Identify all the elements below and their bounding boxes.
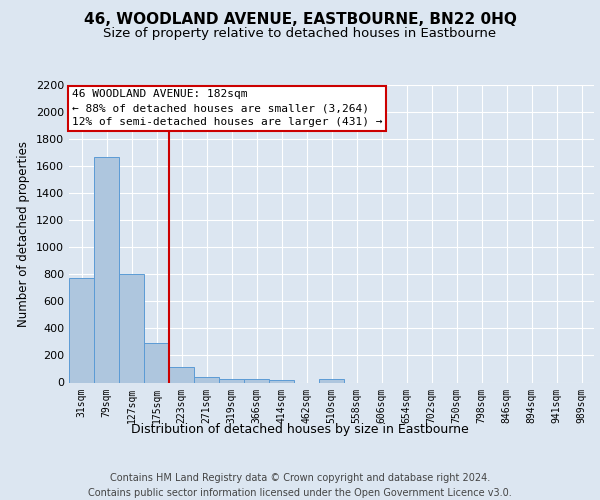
Text: 46, WOODLAND AVENUE, EASTBOURNE, BN22 0HQ: 46, WOODLAND AVENUE, EASTBOURNE, BN22 0H… [83, 12, 517, 28]
Text: Distribution of detached houses by size in Eastbourne: Distribution of detached houses by size … [131, 422, 469, 436]
Bar [244, 379, 269, 382]
Bar [94, 156, 119, 382]
Y-axis label: Number of detached properties: Number of detached properties [17, 141, 31, 327]
Text: 46 WOODLAND AVENUE: 182sqm
← 88% of detached houses are smaller (3,264)
12% of s: 46 WOODLAND AVENUE: 182sqm ← 88% of deta… [71, 90, 382, 128]
Bar [144, 342, 169, 382]
Bar [219, 378, 244, 382]
Bar [69, 278, 94, 382]
Bar [194, 377, 219, 382]
Bar [169, 367, 194, 382]
Bar [119, 274, 144, 382]
Bar [269, 380, 294, 382]
Bar [319, 379, 344, 382]
Text: Contains HM Land Registry data © Crown copyright and database right 2024.
Contai: Contains HM Land Registry data © Crown c… [88, 472, 512, 498]
Text: Size of property relative to detached houses in Eastbourne: Size of property relative to detached ho… [103, 28, 497, 40]
